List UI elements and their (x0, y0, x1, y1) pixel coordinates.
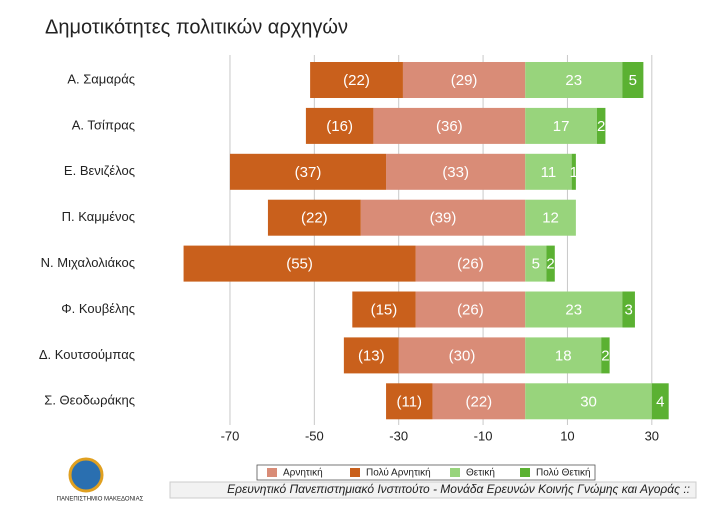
data-label: 30 (580, 393, 597, 410)
bar-segment (525, 383, 652, 420)
category-label: Α. Τσίπρας (72, 117, 135, 132)
bar-segment (525, 199, 576, 236)
footer-text: Ερευνητικό Πανεπιστημιακό Ινστιτούτο - Μ… (227, 482, 690, 496)
data-label: 3 (624, 301, 632, 318)
data-label: 17 (553, 118, 570, 135)
x-tick-label: -70 (221, 428, 240, 443)
legend-swatch (267, 468, 277, 477)
legend-swatch (520, 468, 530, 477)
bar-segment (386, 383, 433, 420)
bar-segment (415, 245, 526, 282)
x-tick-label: 30 (645, 428, 659, 443)
category-label: Ε. Βενιζέλος (64, 163, 135, 178)
x-tick-label: -50 (305, 428, 324, 443)
bar-segment (546, 245, 555, 282)
data-label: 23 (565, 301, 582, 318)
chart-title: Δημοτικότητες πολιτικών αρχηγών (45, 16, 348, 38)
data-label: 1 (570, 164, 578, 181)
bar-segment (415, 291, 526, 328)
data-label: (37) (295, 164, 322, 181)
category-label: Δ. Κουτσούμπας (39, 347, 135, 362)
bar-segment (622, 291, 635, 328)
data-label: 4 (656, 393, 664, 410)
bar-segment (267, 199, 361, 236)
data-label: (29) (451, 72, 478, 89)
data-label: (15) (371, 301, 398, 318)
data-label: 5 (629, 72, 637, 89)
data-label: (22) (301, 210, 328, 227)
data-label: (36) (436, 118, 463, 135)
bar-segment (525, 62, 623, 98)
bar-segment (402, 62, 526, 98)
data-label: (33) (442, 164, 469, 181)
bar-segment (229, 153, 387, 190)
data-label: 2 (546, 256, 554, 273)
data-label: (22) (343, 72, 370, 89)
legend-label: Θετική (466, 467, 495, 479)
legend-label: Αρνητική (283, 467, 323, 479)
data-label: (26) (457, 256, 484, 273)
legend-swatch (450, 468, 460, 477)
x-tick-label: 10 (560, 428, 574, 443)
data-label: (16) (326, 118, 353, 135)
data-label: 18 (555, 347, 572, 364)
legend-box (256, 464, 596, 481)
data-label: (13) (358, 347, 385, 364)
bar-segment (601, 337, 610, 374)
bar-segment (651, 383, 669, 420)
bar-segment (373, 107, 526, 144)
bars: (29)(22) 23 5(36)(16) 17 2(33)(37) 11 1(39)(22… (183, 62, 669, 420)
bar-segment (310, 62, 403, 98)
category-label: Σ. Θεοδωράκης (44, 393, 135, 408)
data-label: (39) (430, 210, 457, 227)
bar-segment (360, 199, 526, 236)
category-label: Ν. Μιχαλολιάκος (41, 255, 135, 270)
x-tick-label: -10 (474, 428, 493, 443)
data-label: (30) (449, 347, 476, 364)
data-label: (26) (457, 301, 484, 318)
category-label: Π. Καμμένος (62, 209, 135, 224)
legend-label: Πολύ Θετική (536, 467, 591, 479)
data-label: 23 (565, 72, 582, 89)
data-label: 5 (532, 256, 540, 273)
bar-segment (386, 153, 526, 190)
bar-segment (571, 153, 576, 190)
bar-segment (525, 337, 602, 374)
x-tick-label: -30 (389, 428, 408, 443)
bar-segment (343, 337, 399, 374)
bar-segment (432, 383, 526, 420)
data-label: 2 (597, 118, 605, 135)
data-label: (11) (396, 393, 422, 410)
bar-segment (525, 153, 572, 190)
legend-label: Πολύ Αρνητική (366, 467, 431, 479)
logo-text: ΠΑΝΕΠΙΣΤΗΜΙΟ ΜΑΚΕΔΟΝΙΑΣ (57, 497, 144, 503)
data-label: (22) (466, 393, 493, 410)
bar-segment (352, 291, 416, 328)
bar-segment (525, 291, 623, 328)
footer-bar (169, 481, 697, 499)
data-label: 11 (541, 164, 557, 181)
bar-segment (398, 337, 526, 374)
data-label: 12 (542, 210, 559, 227)
data-label: (55) (286, 256, 313, 273)
legend-swatch (350, 468, 360, 477)
bar-segment (596, 107, 606, 144)
bar-segment (622, 62, 644, 98)
bar-segment (305, 107, 374, 144)
bar-segment (525, 245, 547, 282)
logo (68, 457, 104, 493)
bar-segment (183, 245, 416, 282)
bar-segment (525, 107, 597, 144)
category-label: Φ. Κουβέλης (61, 301, 135, 316)
category-label: Α. Σαμαράς (67, 71, 135, 86)
data-label: 2 (601, 347, 609, 364)
